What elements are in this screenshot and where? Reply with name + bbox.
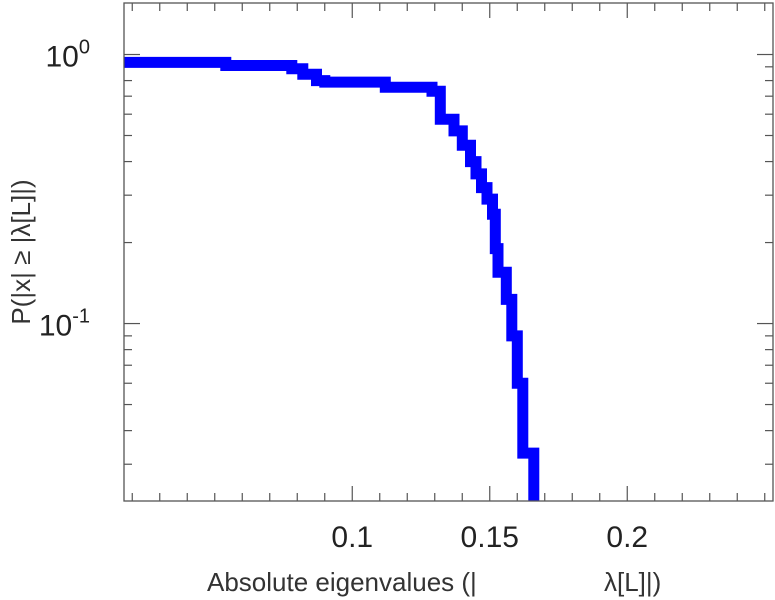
series-layer xyxy=(124,56,540,501)
y-tick-label: 100 xyxy=(46,37,91,74)
x-tick-label: 0.15 xyxy=(461,521,519,554)
x-axis-label-part2: λ[L]|) xyxy=(604,567,661,597)
tick-labels: 0.1 0.15 0.2 100 10-1 xyxy=(39,37,648,554)
x-axis-label-part1: Absolute eigenvalues (| xyxy=(207,567,477,597)
x-tick-label: 0.2 xyxy=(606,521,648,554)
plot-frame xyxy=(123,2,774,502)
tick-marks xyxy=(124,3,773,501)
y-tick-label: 10-1 xyxy=(39,306,90,343)
x-tick-label: 0.1 xyxy=(331,521,373,554)
y-axis-label: P(|x| ≥ |λ[L]|) xyxy=(6,179,36,324)
series-line xyxy=(124,56,540,501)
